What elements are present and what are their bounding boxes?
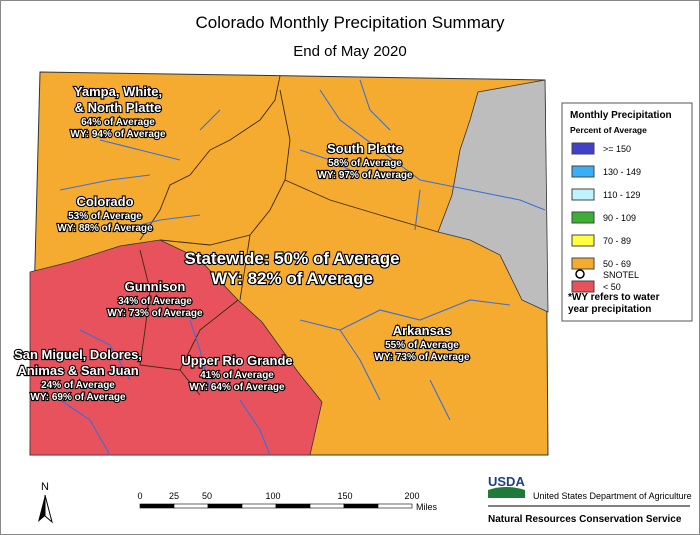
scale-segment <box>309 503 345 509</box>
usda-logo: USDA <box>488 474 525 489</box>
department: United States Department of Agriculture <box>533 491 692 501</box>
scale-segment <box>377 503 413 509</box>
snotel-label: SNOTEL <box>603 270 639 280</box>
scale-label: 50 <box>202 491 212 501</box>
legend-swatch <box>571 165 595 178</box>
legend-note: year precipitation <box>568 304 651 315</box>
scale-segment <box>207 503 243 509</box>
legend-swatch <box>571 280 595 293</box>
legend-subtitle: Percent of Average <box>570 125 647 135</box>
subtitle: End of May 2020 <box>293 43 406 60</box>
basin-wy: WY: 97% of Average <box>317 170 413 181</box>
scale-segment <box>275 503 311 509</box>
scale-segment <box>139 503 175 509</box>
legend-label: 110 - 129 <box>603 190 640 200</box>
basin-name: Colorado <box>76 194 133 209</box>
scale-label: 100 <box>265 491 280 501</box>
legend-swatch <box>571 211 595 224</box>
basin-boundaries <box>139 75 439 396</box>
basin-name: Yampa, White, <box>74 84 162 99</box>
service: Natural Resources Conservation Service <box>488 514 682 525</box>
legend-label: 90 - 109 <box>603 213 636 223</box>
north-label: N <box>41 481 49 493</box>
legend-swatch <box>571 188 595 201</box>
legend-swatch <box>571 142 595 155</box>
statewide-label: Statewide: 50% of Average <box>184 249 399 268</box>
legend-label: 130 - 149 <box>603 167 641 177</box>
basin-wy: WY: 88% of Average <box>57 223 153 234</box>
north-arrow-left <box>38 495 45 522</box>
basin-wy: WY: 94% of Average <box>70 129 166 140</box>
basin-name: Gunnison <box>125 279 186 294</box>
north-arrow-right <box>44 494 53 524</box>
basin-percent: 41% of Average <box>200 370 274 381</box>
legend: Monthly Precipitation Percent of Average… <box>561 102 693 322</box>
basin-percent: 64% of Average <box>81 117 155 128</box>
basin-name: Animas & San Juan <box>17 363 138 378</box>
north-arrow: N <box>38 481 53 524</box>
basin-percent: 55% of Average <box>385 340 459 351</box>
basin-name: San Miguel, Dolores, <box>14 347 142 362</box>
legend-note: *WY refers to water <box>568 292 660 303</box>
legend-swatch <box>571 234 595 247</box>
scale-segment <box>343 503 379 509</box>
basin-percent: 24% of Average <box>41 380 115 391</box>
basin-percent: 34% of Average <box>118 296 192 307</box>
legend-label: 50 - 69 <box>603 259 631 269</box>
basin-wy: WY: 73% of Average <box>374 352 470 363</box>
scale-segment <box>241 503 277 509</box>
rivers <box>59 79 546 456</box>
snotel-symbol <box>575 269 585 279</box>
no-data-area <box>437 79 549 313</box>
legend-label: 70 - 89 <box>603 236 631 246</box>
scale-label: 150 <box>337 491 352 501</box>
below-50-area <box>29 239 323 456</box>
legend-label: >= 150 <box>603 144 631 154</box>
basin-percent: 53% of Average <box>68 211 142 222</box>
legend-label: < 50 <box>603 282 621 292</box>
basin-name: Arkansas <box>393 323 452 338</box>
legend-swatch <box>571 257 595 270</box>
usda-logo-mark <box>488 487 525 498</box>
agency-block: USDA United States Department of Agricul… <box>488 474 692 525</box>
basin-labels: Yampa, White,& North Platte 64% of Averag… <box>13 83 471 404</box>
scale-unit: Miles <box>416 502 438 512</box>
basin-wy: WY: 73% of Average <box>107 308 203 319</box>
scale-label: 0 <box>137 491 142 501</box>
basin-name: Upper Rio Grande <box>181 353 292 368</box>
legend-title: Monthly Precipitation <box>570 110 672 121</box>
basin-name: South Platte <box>327 141 403 156</box>
scale-segment <box>173 503 209 509</box>
basin-wy: WY: 69% of Average <box>30 392 126 403</box>
basin-wy: WY: 64% of Average <box>189 382 285 393</box>
scale-label: 25 <box>169 491 179 501</box>
basin-percent: 58% of Average <box>328 158 402 169</box>
state-map <box>29 71 549 456</box>
scale-label: 200 <box>404 491 419 501</box>
basin-name: & North Platte <box>75 100 162 115</box>
title: Colorado Monthly Precipitation Summary <box>196 13 505 32</box>
statewide-wy-label: WY: 82% of Average <box>211 269 373 288</box>
